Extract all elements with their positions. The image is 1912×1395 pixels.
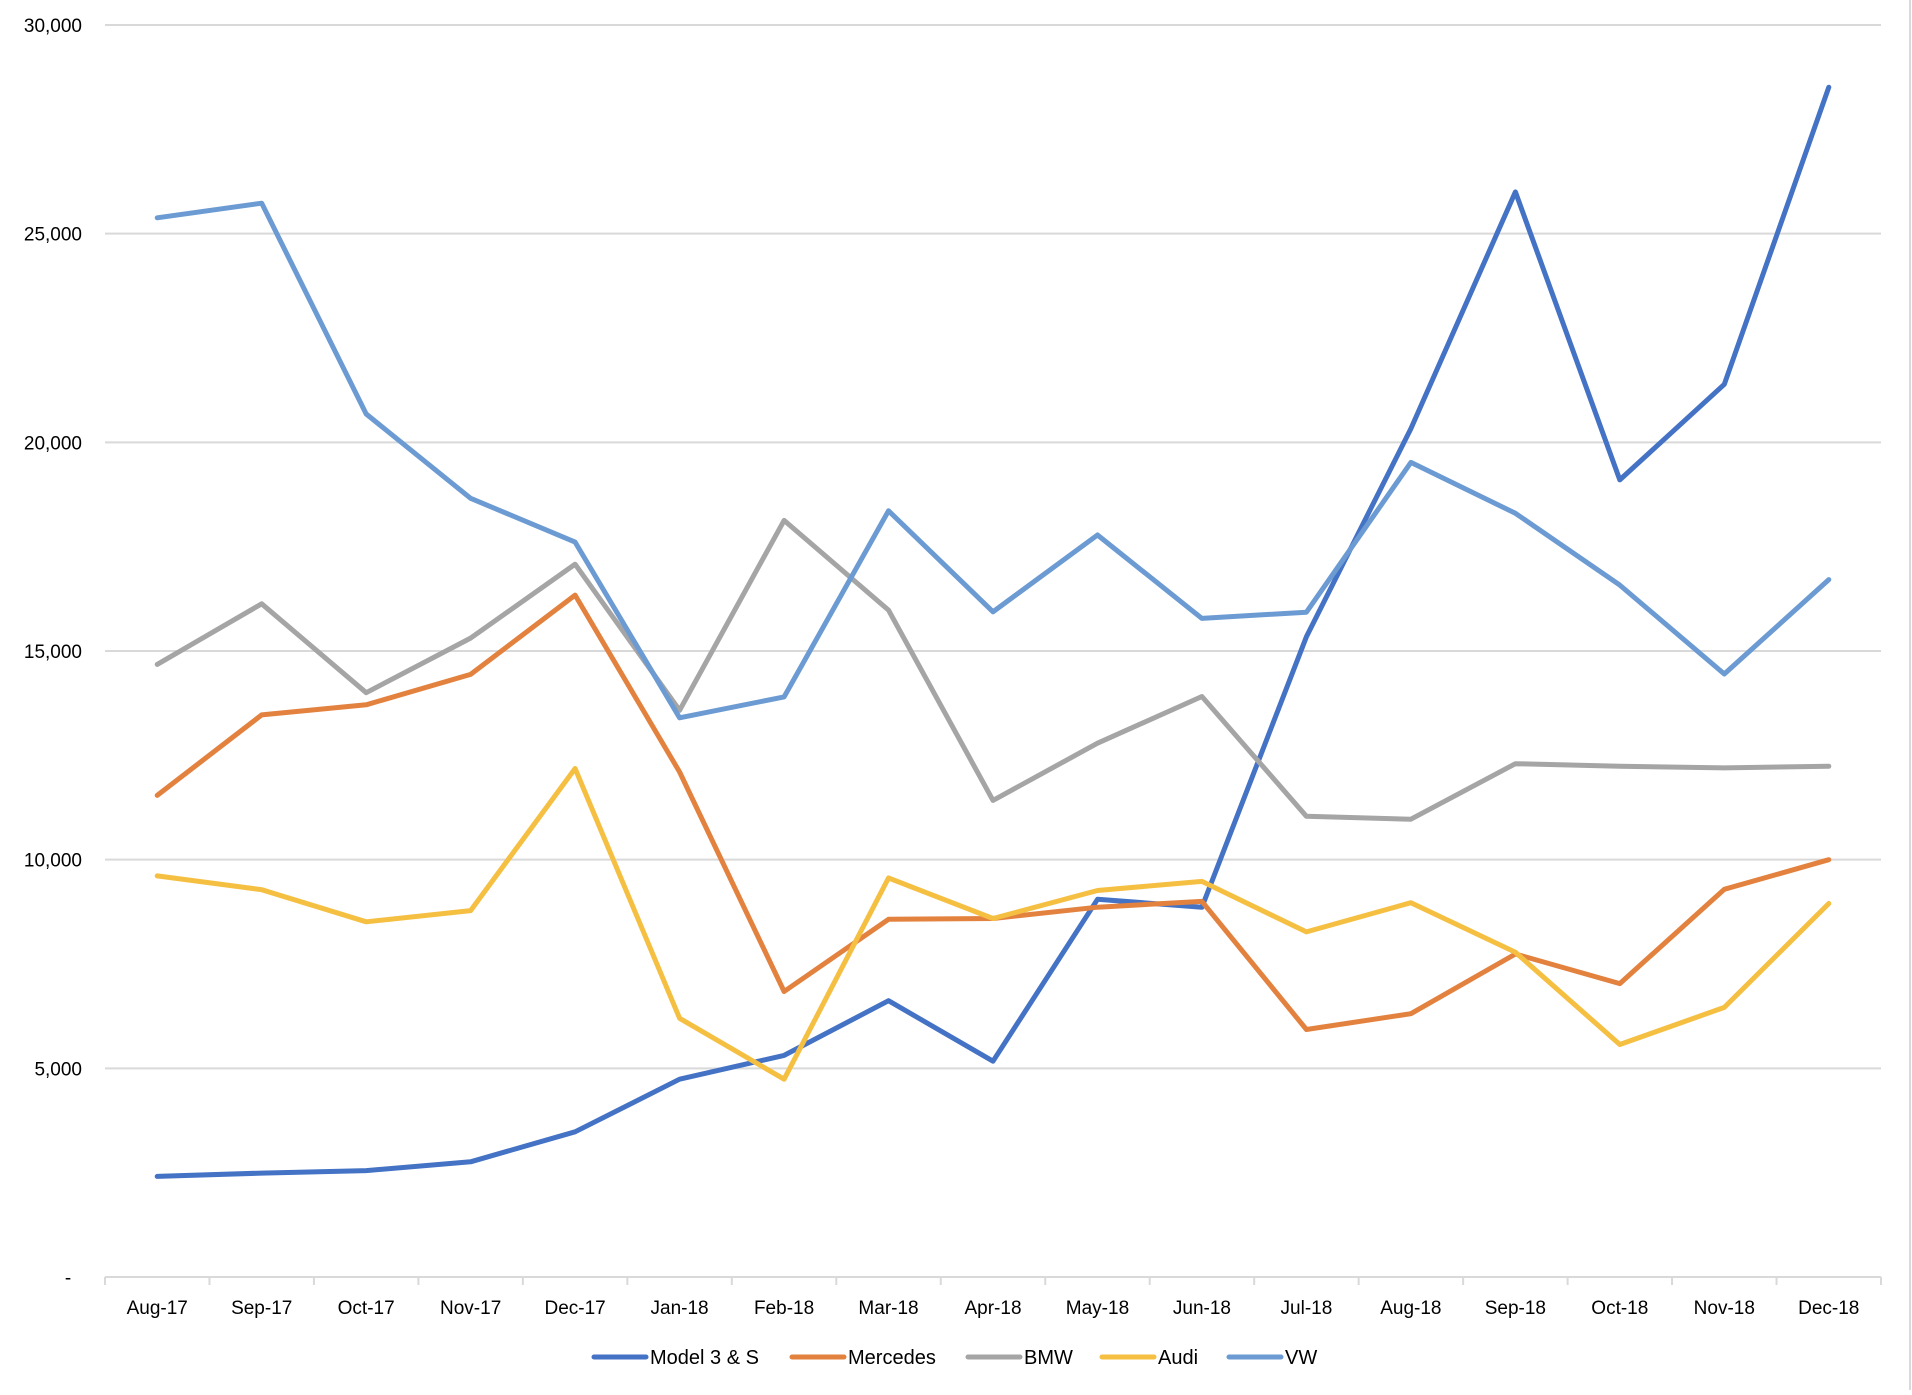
legend-label: BMW (1024, 1347, 1073, 1369)
legend-label: VW (1285, 1347, 1317, 1369)
x-tick-label: Nov-18 (1694, 1298, 1755, 1319)
legend-label: Audi (1158, 1347, 1198, 1369)
x-tick-label: Apr-18 (964, 1298, 1021, 1319)
legend-item: Mercedes (789, 1347, 936, 1369)
x-tick-label: Aug-17 (127, 1298, 188, 1319)
x-tick-label: Dec-17 (544, 1298, 605, 1319)
x-tick-label: Sep-17 (231, 1298, 292, 1319)
x-tick-label: Dec-18 (1798, 1298, 1859, 1319)
y-tick-label: 30,000 (24, 16, 82, 37)
y-tick-label: 15,000 (24, 642, 82, 663)
series-line-bmw (154, 517, 1832, 822)
y-tick-label: 10,000 (24, 851, 82, 872)
plot-area (154, 84, 1832, 1179)
legend-item: BMW (965, 1347, 1073, 1369)
gridlines (105, 24, 1881, 1070)
x-tick-label: Jun-18 (1173, 1298, 1231, 1319)
legend-label: Model 3 & S (650, 1347, 759, 1369)
legend-item: Model 3 & S (591, 1347, 759, 1369)
pane-border (1909, 0, 1911, 1390)
y-tick-label: 5,000 (34, 1059, 82, 1080)
y-axis: - 5,000 10,000 15,000 20,000 25,000 30,000 (24, 16, 82, 1289)
series-line-model-3-s (154, 84, 1832, 1179)
x-tick-label: Aug-18 (1380, 1298, 1441, 1319)
series-line-audi (154, 766, 1832, 1082)
x-tick-label: Oct-17 (338, 1298, 395, 1319)
legend: Model 3 & S Mercedes BMW Audi VW (591, 1347, 1317, 1369)
series-line-vw (154, 200, 1832, 721)
series-line-mercedes (154, 592, 1832, 1032)
y-tick-label: 20,000 (24, 433, 82, 454)
y-tick-label: - (65, 1268, 71, 1289)
legend-label: Mercedes (848, 1347, 936, 1369)
x-tick-label: May-18 (1066, 1298, 1129, 1319)
x-tick-label: Mar-18 (858, 1298, 918, 1319)
y-tick-label: 25,000 (24, 225, 82, 246)
x-tick-label: Sep-18 (1485, 1298, 1546, 1319)
legend-item: Audi (1099, 1347, 1198, 1369)
legend-item: VW (1226, 1347, 1317, 1369)
x-tick-label: Jan-18 (651, 1298, 709, 1319)
x-tick-label: Oct-18 (1591, 1298, 1648, 1319)
x-tick-label: Nov-17 (440, 1298, 501, 1319)
x-tick-label: Feb-18 (754, 1298, 814, 1319)
x-axis: Aug-17 Sep-17 Oct-17 Nov-17 Dec-17 Jan-18 Feb-… (104, 1276, 1882, 1319)
x-tick-label: Jul-18 (1281, 1298, 1333, 1319)
